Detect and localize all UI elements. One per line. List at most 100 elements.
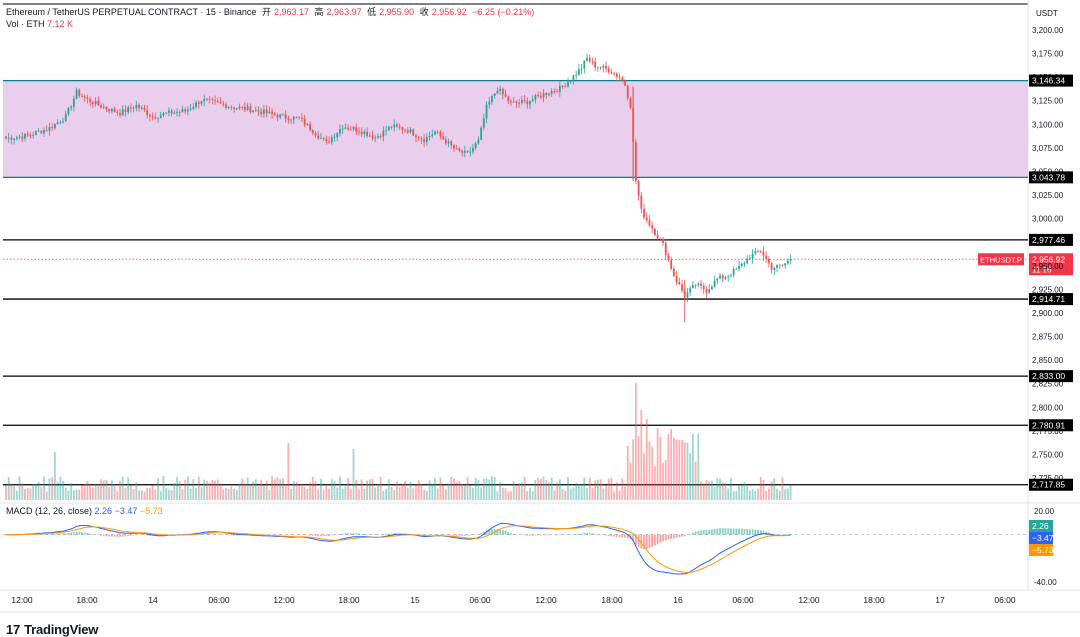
candle-body	[330, 137, 333, 143]
candle-body	[132, 108, 135, 109]
y-tick-label: 3,000.00	[1032, 215, 1064, 224]
candle-body	[773, 267, 776, 270]
candle-body	[355, 127, 358, 132]
tradingview-logo[interactable]: 17 TradingView	[6, 622, 98, 637]
candle-body	[287, 118, 290, 121]
volume-bar	[401, 483, 404, 500]
volume-bar	[504, 488, 507, 500]
y-tick-label: 2,925.00	[1032, 285, 1064, 294]
macd-hist-bar	[110, 534, 113, 537]
volume-bar	[235, 490, 238, 500]
volume-bar	[260, 479, 263, 500]
macd-hist-bar	[765, 531, 768, 535]
candle-body	[550, 91, 553, 94]
candle-body	[129, 107, 132, 109]
macd-hist-bar	[455, 534, 458, 536]
volume-bar	[303, 487, 306, 500]
volume-bar	[86, 481, 89, 500]
macd-hist-bar	[108, 534, 111, 537]
volume-bar	[667, 434, 670, 500]
currency-label[interactable]: USDT	[1036, 9, 1058, 18]
volume-bar	[730, 478, 732, 500]
volume-bar	[219, 484, 222, 500]
candle-body	[583, 60, 586, 69]
candle-body	[409, 129, 412, 133]
macd-title[interactable]: MACD (12, 26, close)	[6, 506, 93, 516]
candle-body	[645, 217, 648, 221]
candle-body	[219, 102, 222, 104]
candle-body	[151, 116, 154, 118]
macd-hist-bar	[634, 534, 637, 545]
macd-hist-bar	[461, 534, 464, 536]
symbol-title[interactable]: Ethereum / TetherUS PERPETUAL CONTRACT ·…	[6, 7, 257, 17]
volume-bar	[195, 487, 197, 500]
candle-body	[556, 91, 559, 93]
price-tag-value: 2,956.92	[1032, 254, 1065, 264]
candle-body	[360, 131, 363, 135]
volume-bar	[94, 484, 97, 500]
macd-hist-bar	[662, 534, 664, 542]
volume-bar	[439, 477, 442, 500]
volume-bar	[491, 476, 493, 500]
macd-hist-bar	[148, 534, 151, 536]
candle-body	[526, 100, 529, 105]
candle-body	[425, 136, 428, 143]
macd-hist-bar	[322, 534, 325, 537]
volume-bar	[455, 482, 458, 500]
macd-hist-bar	[453, 534, 455, 536]
macd-hist-bar	[520, 534, 523, 536]
candle-body	[181, 109, 184, 113]
candle-body	[491, 96, 493, 102]
candle-body	[523, 100, 526, 101]
volume-label[interactable]: Vol · ETH	[6, 19, 45, 29]
candle-body	[770, 263, 773, 270]
volume-bar	[757, 488, 759, 500]
volume-bar	[469, 485, 472, 500]
candle-body	[91, 102, 94, 105]
macd-hist-bar	[146, 534, 149, 536]
candle-body	[746, 258, 749, 264]
level-label-box	[1029, 233, 1073, 246]
macd-hist-bar	[358, 533, 360, 535]
candle-body	[691, 284, 694, 289]
candle-body	[246, 106, 249, 110]
macd-hist-bar	[645, 534, 648, 549]
volume-bar	[691, 433, 694, 500]
macd-hist-bar	[450, 534, 453, 536]
volume-bar	[689, 453, 692, 500]
volume-bar	[138, 490, 140, 500]
volume-bar	[423, 489, 426, 500]
macd-hist-bar	[132, 534, 135, 536]
macd-hist-bar	[159, 534, 162, 536]
macd-hist-bar	[643, 534, 645, 550]
volume-bar	[773, 478, 776, 500]
macd-hist-bar	[363, 533, 366, 535]
candle-body	[62, 121, 64, 123]
volume-bar	[607, 478, 610, 500]
volume-bar	[83, 484, 86, 500]
volume-bar	[640, 410, 643, 500]
volume-bar	[51, 477, 54, 500]
macd-hist-bar	[341, 533, 344, 535]
volume-bar	[417, 480, 420, 500]
macd-hist-bar	[496, 528, 499, 535]
candle-body	[176, 112, 178, 113]
volume-bar	[700, 481, 702, 500]
level-label: 2,717.85	[1032, 480, 1065, 490]
macd-hist-bar	[759, 530, 762, 535]
volume-bar	[162, 476, 165, 500]
volume-bar	[119, 480, 121, 500]
candle-body	[629, 97, 632, 108]
volume-bar	[34, 484, 37, 500]
candle-body	[412, 129, 415, 136]
volume-bar	[681, 440, 683, 500]
candle-body	[178, 112, 181, 113]
candle-body	[789, 259, 792, 261]
macd-hist-bar	[599, 534, 602, 536]
macd-hist-bar	[273, 534, 276, 536]
candle-body	[135, 104, 138, 109]
candle-body	[233, 107, 235, 109]
candle-body	[311, 129, 314, 134]
candle-body	[434, 131, 436, 135]
